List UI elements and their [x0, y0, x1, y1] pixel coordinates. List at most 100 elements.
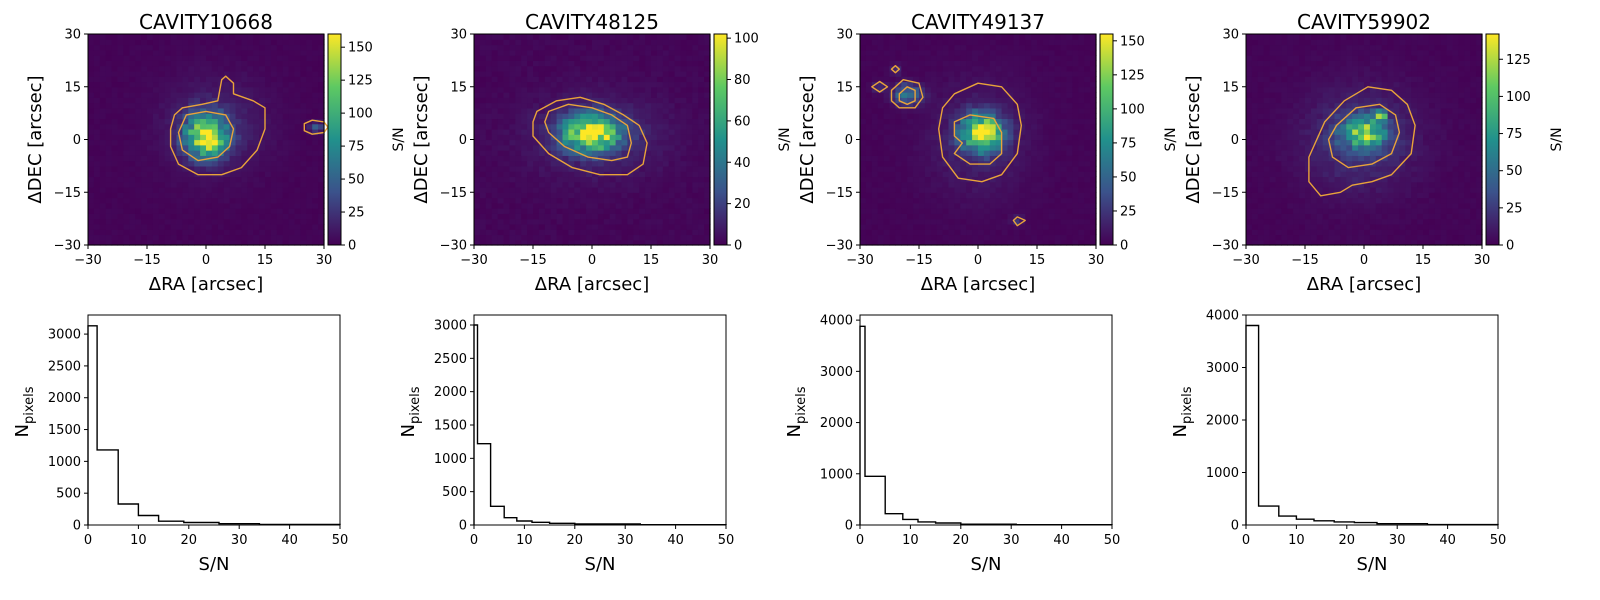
heatmap-pixel — [603, 107, 611, 114]
heatmap-pixel — [603, 86, 611, 93]
y-tick-label: −15 — [440, 186, 467, 201]
heatmap-pixel — [282, 134, 290, 141]
heatmap-pixel — [978, 118, 985, 125]
heatmap-pixel — [983, 97, 991, 104]
heatmap-pixel — [1001, 144, 1009, 151]
heatmap-pixel — [907, 234, 914, 241]
heatmap-pixel — [651, 118, 658, 125]
heatmap-pixel — [1025, 223, 1032, 230]
heatmap-pixel — [1060, 218, 1068, 225]
heatmap-pixel — [1066, 165, 1073, 172]
heatmap-pixel — [621, 208, 628, 214]
heatmap-pixel — [538, 160, 546, 167]
heatmap-pixel — [135, 97, 142, 104]
heatmap-pixel — [182, 76, 189, 83]
heatmap-pixel — [556, 49, 564, 56]
heatmap-pixel — [1090, 70, 1097, 77]
heatmap-pixel — [1037, 44, 1044, 51]
heatmap-pixel — [211, 134, 219, 141]
heatmap-pixel — [680, 76, 687, 83]
heatmap-pixel — [871, 176, 879, 183]
heatmap-pixel — [105, 44, 113, 51]
heatmap-pixel — [288, 186, 296, 193]
heatmap-pixel — [88, 86, 95, 93]
heatmap-pixel — [111, 155, 119, 162]
heatmap-pixel — [1007, 123, 1014, 130]
heatmap-pixel — [889, 102, 896, 109]
heatmap-pixel — [176, 202, 183, 209]
heatmap-pixel — [147, 218, 154, 225]
heatmap-pixel — [1025, 150, 1032, 156]
heatmap-pixel — [597, 186, 605, 193]
heatmap-pixel — [865, 65, 873, 72]
heatmap-pixel — [1078, 86, 1085, 93]
heatmap-pixel — [989, 144, 997, 151]
heatmap-pixel — [942, 239, 950, 246]
heatmap-pixel — [1060, 113, 1068, 120]
heatmap-pixel — [276, 102, 284, 109]
heatmap-pixel — [639, 97, 646, 104]
heatmap-pixel — [88, 160, 95, 167]
heatmap-pixel — [521, 208, 528, 214]
heatmap-pixel — [497, 81, 505, 88]
heatmap-pixel — [485, 65, 493, 72]
heatmap-pixel — [158, 134, 166, 141]
heatmap-pixel — [639, 92, 646, 98]
heatmap-pixel — [1246, 239, 1253, 246]
heatmap-pixel — [995, 165, 1003, 172]
heatmap-pixel — [574, 39, 581, 46]
heatmap-pixel — [983, 44, 991, 51]
heatmap-pixel — [907, 144, 914, 151]
heatmap-pixel — [1066, 223, 1073, 230]
heatmap-pixel — [200, 55, 207, 61]
heatmap-pixel — [521, 192, 528, 199]
heatmap-pixel — [698, 155, 705, 162]
heatmap-pixel — [978, 102, 985, 109]
heatmap-pixel — [158, 49, 166, 56]
heatmap-pixel — [930, 213, 938, 220]
heatmap-pixel — [182, 186, 189, 193]
heatmap-pixel — [562, 92, 569, 98]
heatmap-pixel — [627, 223, 634, 230]
heatmap-pixel — [668, 113, 676, 120]
heatmap-pixel — [527, 34, 534, 40]
heatmap-pixel — [692, 239, 699, 246]
heatmap-pixel — [568, 60, 575, 67]
heatmap-pixel — [1078, 60, 1085, 67]
heatmap-pixel — [93, 197, 101, 204]
heatmap-pixel — [229, 202, 237, 209]
heatmap-pixel — [860, 229, 867, 236]
heatmap-pixel — [235, 39, 242, 46]
heatmap-pixel — [515, 229, 522, 236]
heatmap-pixel — [141, 229, 148, 236]
heatmap-pixel — [544, 229, 552, 236]
heatmap-pixel — [129, 197, 136, 204]
heatmap-pixel — [206, 202, 213, 209]
heatmap-pixel — [141, 123, 148, 130]
heatmap-pixel — [704, 213, 711, 220]
heatmap-pixel — [883, 155, 891, 162]
heatmap-pixel — [485, 197, 493, 204]
heatmap-pixel — [497, 76, 505, 83]
heatmap-pixel — [704, 55, 711, 61]
heatmap-pixel — [527, 155, 534, 162]
heatmap-pixel — [1084, 39, 1091, 46]
heatmap-pixel — [942, 229, 950, 236]
heatmap-pixel — [586, 92, 593, 98]
heatmap-pixel — [527, 181, 534, 188]
heatmap-pixel — [983, 139, 991, 146]
heatmap-pixel — [1042, 176, 1050, 183]
heatmap-pixel — [930, 155, 938, 162]
heatmap-pixel — [544, 171, 552, 178]
heatmap-pixel — [253, 81, 260, 88]
heatmap-pixel — [206, 102, 213, 109]
heatmap-pixel — [1007, 202, 1014, 209]
heatmap-pixel — [515, 34, 522, 40]
heatmap-pixel — [188, 113, 195, 120]
heatmap-pixel — [200, 44, 207, 51]
heatmap-pixel — [995, 34, 1003, 40]
heatmap-pixel — [954, 186, 961, 193]
heatmap-pixel — [200, 208, 207, 214]
heatmap-pixel — [662, 34, 670, 40]
heatmap-pixel — [639, 192, 646, 199]
